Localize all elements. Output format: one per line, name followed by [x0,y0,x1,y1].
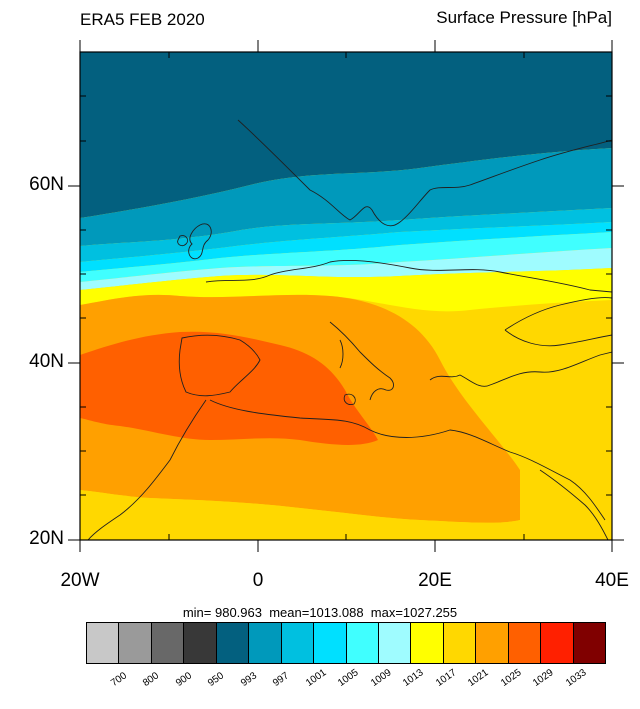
colorbar-box [476,623,509,663]
band-1009 [80,232,612,282]
x-tick-40e: 40E [595,570,629,591]
y-tick-40n: 40N [29,351,64,372]
band-1001 [80,208,612,262]
colorbar-box [281,623,315,663]
colorbar-box [443,623,477,663]
colorbar-box [87,623,120,663]
band-1005 [80,222,612,272]
colorbar-box [411,623,444,663]
band-1025 [80,331,378,445]
x-tick-20e: 20E [418,570,452,591]
colorbar-box [346,623,379,663]
colorbar [86,622,606,664]
stats-line: min= 980.963 mean=1013.088 max=1027.255 [182,605,458,620]
band-997 [80,148,612,246]
tick-marks [68,40,624,552]
pressure-field [80,52,612,540]
x-tick-0: 0 [252,570,264,591]
colorbar-box [216,623,250,663]
band-1017-north [80,268,612,312]
band-1013 [80,248,612,290]
colorbar-box [573,623,605,663]
colorbar-box [119,623,152,663]
y-tick-60n: 60N [29,174,64,195]
coastlines [87,119,612,540]
colorbar-box [151,623,185,663]
colorbar-box [541,623,574,663]
band-993 [80,52,612,218]
colorbar-box [508,623,542,663]
x-tick-20w: 20W [60,570,100,591]
variable-title: Surface Pressure [hPa] [436,8,612,27]
band-1017-south [80,490,612,540]
colorbar-box [184,623,217,663]
colorbar-box [378,623,412,663]
y-tick-20n: 20N [29,528,64,549]
colorbar-box [314,623,347,663]
colorbar-box [249,623,282,663]
map-title: ERA5 FEB 2020 [80,10,205,29]
